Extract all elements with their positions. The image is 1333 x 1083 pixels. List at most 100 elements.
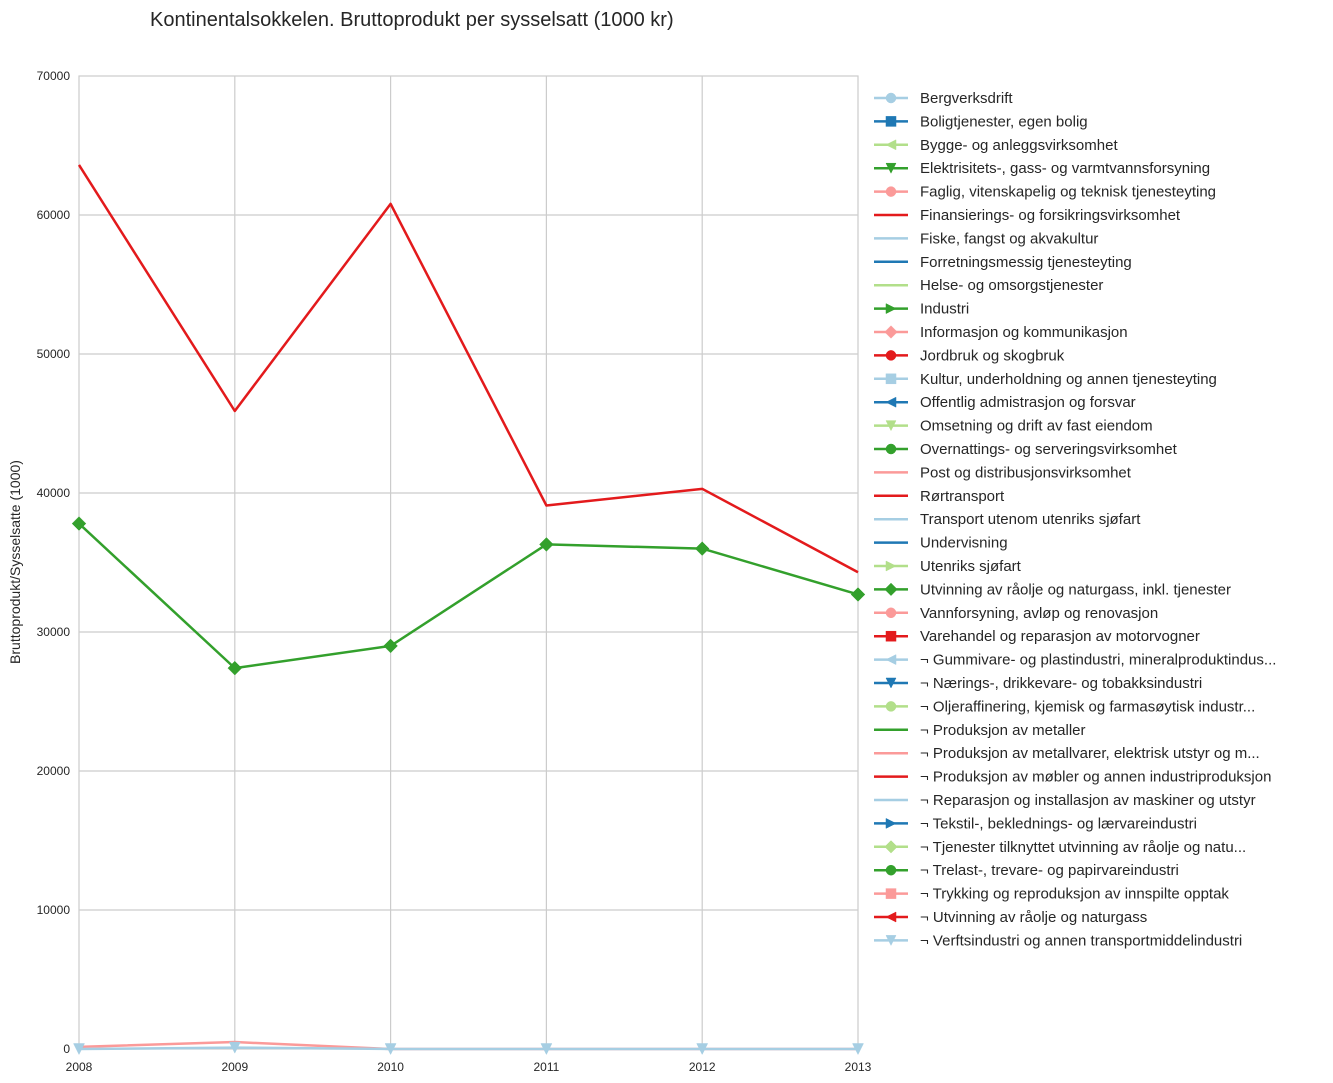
legend-item: Rørtransport	[874, 488, 1005, 505]
legend-item: ¬ Utvinning av råolje og naturgass	[874, 909, 1147, 926]
data-point	[227, 660, 243, 676]
y-tick-label: 30000	[37, 625, 71, 639]
legend-marker	[885, 560, 897, 572]
legend-item: Bygge- og anleggsvirksomhet	[874, 137, 1118, 154]
legend-label: ¬ Nærings-, drikkevare- og tobakksindust…	[920, 675, 1202, 692]
legend-marker	[885, 373, 897, 385]
legend-label: Utvinning av råolje og naturgass, inkl. …	[920, 581, 1231, 598]
legend-item: ¬ Produksjon av metallvarer, elektrisk u…	[874, 745, 1260, 762]
legend-label: ¬ Utvinning av råolje og naturgass	[920, 909, 1147, 926]
legend-marker	[885, 888, 897, 899]
y-tick-label: 20000	[37, 764, 71, 778]
legend-item: Finansierings- og forsikringsvirksomhet	[874, 207, 1181, 224]
legend-marker	[884, 325, 898, 339]
x-tick-label: 2012	[689, 1060, 716, 1074]
legend-label: ¬ Tekstil-, beklednings- og lærvareindus…	[920, 815, 1197, 832]
legend-item: Informasjon og kommunikasjon	[874, 324, 1128, 341]
legend-item: Varehandel og reparasjon av motorvogner	[874, 628, 1200, 645]
legend-label: ¬ Tjenester tilknyttet utvinning av råol…	[920, 839, 1246, 856]
data-point	[539, 537, 554, 552]
legend-marker	[885, 701, 897, 712]
legend-marker	[884, 840, 898, 854]
y-tick-label: 10000	[37, 903, 71, 917]
legend-item: Faglig, vitenskapelig og teknisk tjenest…	[874, 184, 1216, 201]
data-point	[540, 1043, 553, 1056]
data-point	[384, 1043, 397, 1056]
series-line	[78, 522, 859, 670]
legend-marker	[885, 396, 897, 408]
legend-item: Elektrisitets-, gass- og varmtvannsforsy…	[874, 160, 1210, 177]
x-tick-labels: 2008 2009 2010 2011 2012 2013	[66, 1060, 872, 1074]
legend-label: Rørtransport	[920, 488, 1005, 505]
legend-marker	[885, 864, 897, 876]
legend-item: ¬ Produksjon av metaller	[874, 722, 1086, 739]
legend-marker	[885, 420, 897, 432]
legend-item: ¬ Tjenester tilknyttet utvinning av råol…	[874, 839, 1246, 856]
legend-item: Offentlig admistrasjon og forsvar	[874, 394, 1136, 411]
legend-label: ¬ Verftsindustri og annen transportmidde…	[920, 932, 1242, 949]
legend-item: Industri	[874, 301, 969, 318]
legend-label: Offentlig admistrasjon og forsvar	[920, 394, 1136, 411]
legend-label: ¬ Produksjon av møbler og annen industri…	[920, 769, 1271, 786]
legend-item: ¬ Trelast-, trevare- og papirvareindustr…	[874, 862, 1179, 879]
legend-item: ¬ Nærings-, drikkevare- og tobakksindust…	[874, 675, 1202, 692]
legend-label: Vannforsyning, avløp og renovasjon	[920, 605, 1158, 622]
legend-marker	[885, 92, 897, 104]
legend-item: Forretningsmessig tjenesteyting	[874, 254, 1132, 271]
legend-label: ¬ Produksjon av metallvarer, elektrisk u…	[920, 745, 1260, 762]
legend-label: Faglig, vitenskapelig og teknisk tjenest…	[920, 184, 1216, 201]
y-tick-label: 50000	[37, 347, 71, 361]
legend-item: ¬ Tekstil-, beklednings- og lærvareindus…	[874, 815, 1197, 832]
legend-item: Utenriks sjøfart	[874, 558, 1022, 575]
legend-item: Bergverksdrift	[874, 90, 1013, 107]
legend-label: Jordbruk og skogbruk	[920, 347, 1065, 364]
legend-marker	[885, 116, 897, 127]
legend-label: ¬ Reparasjon og installasjon av maskiner…	[920, 792, 1256, 809]
plot-area	[78, 75, 859, 1050]
legend-label: Forretningsmessig tjenesteyting	[920, 254, 1132, 271]
legend-marker	[885, 139, 897, 151]
legend-label: ¬ Oljeraffinering, kjemisk og farmasøyti…	[920, 698, 1255, 715]
legend-marker	[885, 654, 897, 666]
x-tick-label: 2011	[533, 1060, 559, 1074]
data-point	[694, 541, 710, 556]
legend-item: Jordbruk og skogbruk	[874, 347, 1065, 364]
data-point	[228, 1041, 241, 1054]
legend-item: Post og distribusjonsvirksomhet	[874, 464, 1132, 481]
y-tick-label: 40000	[37, 486, 71, 500]
legend-item: ¬ Verftsindustri og annen transportmidde…	[874, 932, 1242, 949]
legend-item: Transport utenom utenriks sjøfart	[874, 511, 1141, 528]
legend-marker	[885, 677, 897, 689]
legend-marker	[885, 607, 897, 619]
x-tick-label: 2008	[66, 1060, 93, 1074]
legend-label: Utenriks sjøfart	[920, 558, 1022, 575]
legend-item: Utvinning av råolje og naturgass, inkl. …	[874, 581, 1231, 598]
series-line	[77, 164, 859, 574]
legend-item: ¬ Produksjon av møbler og annen industri…	[874, 769, 1271, 786]
data-point	[73, 1043, 85, 1056]
x-tick-label: 2013	[845, 1060, 872, 1074]
legend-label: Boligtjenester, egen bolig	[920, 113, 1088, 130]
x-tick-label: 2009	[221, 1060, 248, 1074]
legend-label: ¬ Trelast-, trevare- og papirvareindustr…	[920, 862, 1179, 879]
legend-item: Omsetning og drift av fast eiendom	[874, 418, 1153, 435]
legend-label: Finansierings- og forsikringsvirksomhet	[920, 207, 1181, 224]
legend-label: Industri	[920, 301, 969, 318]
legend-marker	[885, 303, 897, 315]
chart-title: Kontinentalsokkelen. Bruttoprodukt per s…	[150, 9, 674, 31]
legend-marker	[884, 582, 898, 597]
legend-item: ¬ Oljeraffinering, kjemisk og farmasøyti…	[874, 698, 1255, 715]
y-tick-label: 0	[63, 1042, 70, 1056]
legend-label: Informasjon og kommunikasjon	[920, 324, 1128, 341]
y-tick-labels: 0 10000 20000 30000 40000 50000 60000 70000	[37, 69, 71, 1056]
legend-item: Helse- og omsorgstjenester	[874, 277, 1103, 294]
legend-label: Overnattings- og serveringsvirksomhet	[920, 441, 1178, 458]
legend-label: Varehandel og reparasjon av motorvogner	[920, 628, 1200, 645]
legend-label: Bygge- og anleggsvirksomhet	[920, 137, 1118, 154]
legend-marker	[885, 162, 897, 174]
legend-marker	[885, 186, 897, 197]
data-point	[850, 587, 866, 602]
legend-item: ¬ Gummivare- og plastindustri, mineralpr…	[874, 652, 1276, 669]
legend-marker	[885, 350, 897, 361]
